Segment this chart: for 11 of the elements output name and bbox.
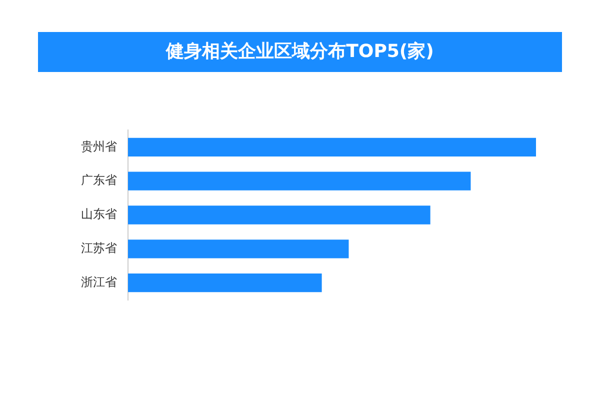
bar [128, 274, 322, 292]
bar [128, 206, 430, 224]
y-tick-label: 江苏省 [81, 241, 117, 256]
y-tick-label: 山东省 [81, 207, 117, 222]
chart-title: 健身相关企业区域分布TOP5(家) [38, 32, 562, 72]
y-tick-label: 浙江省 [81, 274, 117, 289]
bar [128, 240, 349, 258]
bar [128, 172, 471, 190]
y-tick-label: 贵州省 [81, 139, 117, 154]
y-tick-label: 广东省 [81, 173, 117, 188]
bar [128, 138, 536, 156]
